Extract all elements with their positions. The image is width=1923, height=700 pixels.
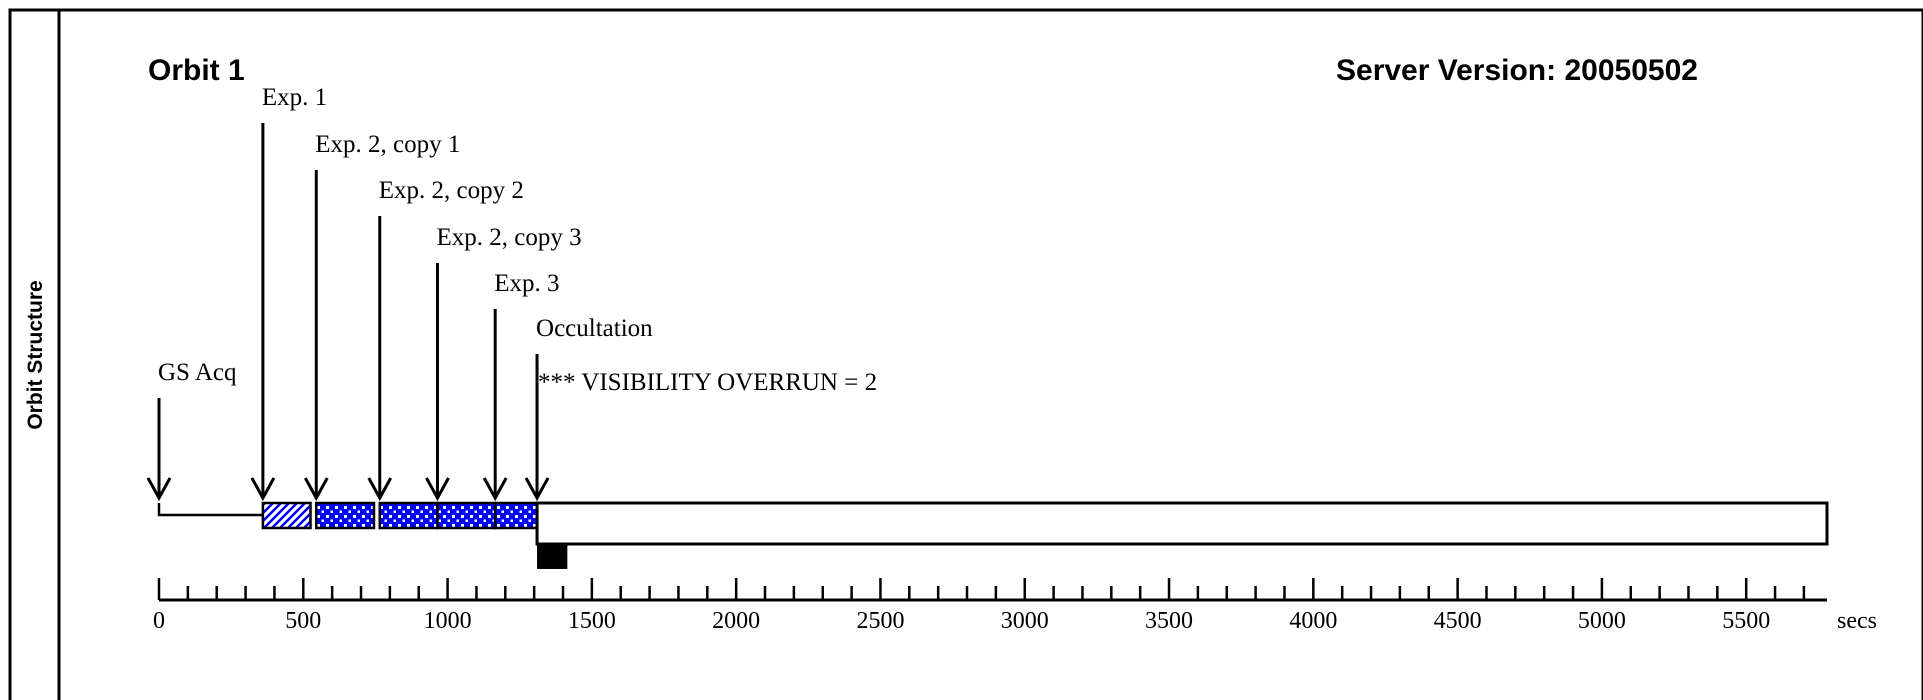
event-label: Exp. 3 [494, 270, 559, 297]
tick-label: 0 [153, 608, 165, 634]
segment-exposure-2-copy-1 [315, 501, 376, 530]
segment-exposure-1 [261, 501, 312, 530]
arrow-down-icon [367, 477, 393, 502]
timeline-bars [157, 501, 1829, 569]
time-axis: 0 500 1000 1500 2000 2500 3000 3500 4000 4500 5000… [153, 578, 1877, 634]
tick-label: 3500 [1145, 608, 1193, 634]
arrow-down-icon [524, 477, 550, 502]
tick-label: 5500 [1722, 608, 1770, 634]
segment-exposure-2-copy-2 [378, 501, 439, 530]
event-label: Exp. 2, copy 3 [436, 224, 581, 251]
tick-label: 1000 [424, 608, 472, 634]
tick-label: 2000 [712, 608, 760, 634]
visibility-warning: *** VISIBILITY OVERRUN = 2 [538, 369, 877, 396]
segment-guide-star-acquisition [157, 503, 263, 517]
visibility-window-bar [535, 501, 1829, 546]
event-label: GS Acq [158, 359, 237, 386]
event-label: Exp. 1 [262, 84, 327, 111]
tick-label: 5000 [1578, 608, 1626, 634]
arrow-down-icon [250, 477, 276, 502]
outer-frame [8, 8, 1923, 700]
occultation-block [537, 544, 568, 569]
arrow-down-icon [482, 477, 508, 502]
orbit-title: Orbit 1 [148, 54, 245, 87]
tick-label: 4000 [1289, 608, 1337, 634]
tick-label: 3000 [1001, 608, 1049, 634]
event-markers: GS Acq Exp. 1 Exp. 2, copy 1 Exp. 2, copy 2… [146, 84, 653, 502]
event-label: Occultation [536, 315, 653, 342]
axis-unit-label: secs [1837, 608, 1877, 634]
tick-label: 2500 [856, 608, 904, 634]
server-version: Server Version: 20050502 [1336, 54, 1698, 87]
arrow-down-icon [146, 477, 172, 502]
segment-exposure-2-copy-3 [436, 501, 497, 530]
arrow-down-icon [303, 477, 329, 502]
tick-label: 1500 [568, 608, 616, 634]
tick-label: 4500 [1434, 608, 1482, 634]
event-label: Exp. 2, copy 2 [379, 177, 524, 204]
arrow-down-icon [425, 477, 450, 502]
tick-label: 500 [285, 608, 321, 634]
event-label: Exp. 2, copy 1 [315, 131, 460, 158]
segment-exposure-3 [493, 501, 539, 530]
sidebar-label: Orbit Structure [24, 280, 47, 429]
